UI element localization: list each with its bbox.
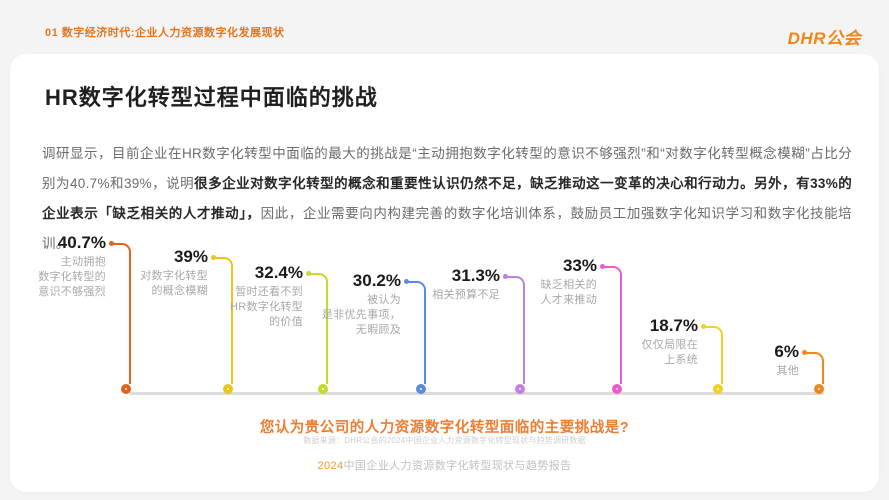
connector-line — [507, 276, 525, 384]
connector-line — [705, 326, 723, 384]
footer-year: 2024 — [317, 460, 344, 472]
challenge-description: 主动拥抱 数字化转型的 意识不够强烈 — [38, 256, 106, 298]
connector-line — [113, 243, 131, 384]
percent-label: 18.7% — [649, 316, 698, 335]
percent-label: 30.2% — [352, 271, 401, 290]
paragraph-segment: 因此，企业需要向内构建完善的数字化培训体系，鼓励员工加强数字化知识学习和数字化技… — [42, 206, 852, 251]
connector-dot — [306, 271, 311, 276]
percent-label: 33% — [562, 256, 597, 275]
percent-label: 39% — [173, 247, 208, 266]
axis-node — [416, 384, 426, 394]
connector-dot — [404, 279, 409, 284]
chart-axis-line — [129, 391, 824, 395]
connector-dot — [701, 324, 706, 329]
slide-card — [10, 54, 879, 492]
axis-node — [515, 384, 525, 394]
connector-line — [604, 266, 622, 384]
percent-label: 40.7% — [57, 233, 106, 252]
data-source-note: 数据来源：DHR公会的2024中国企业人力资源数字化转型现状与趋势调研数据 — [303, 436, 586, 445]
percent-label: 32.4% — [254, 263, 303, 282]
axis-node — [814, 384, 824, 394]
challenge-description: 相关预算不足 — [432, 289, 500, 301]
connector-dot — [503, 274, 508, 279]
axis-node — [612, 384, 622, 394]
summary-paragraph: 调研显示，目前企业在HR数字化转型中面临的最大的挑战是“主动拥抱数字化转型的意识… — [42, 139, 852, 259]
connector-dot — [211, 255, 216, 260]
challenge-description: 缺乏相关的 人才来推动 — [540, 279, 597, 306]
connector-dot — [802, 350, 807, 355]
axis-node — [713, 384, 723, 394]
challenge-description: 其他 — [776, 365, 799, 377]
connector-line — [310, 273, 328, 384]
challenge-description: 被认为 是非优先事项， 无暇顾及 — [321, 294, 401, 336]
axis-node — [318, 384, 328, 394]
paragraph-segment: 调研显示，目前企业在HR数字化转型中面临的最大的挑战是“主动拥抱数字化转型的意识… — [42, 146, 852, 191]
paragraph-bold-segment: 很多企业对数字化转型的概念和重要性认识仍然不足，缺乏推动这一变革的决心和行动力。… — [42, 176, 853, 221]
chart-question: 您认为贵公司的人力资源数字化转型面临的主要挑战是? — [259, 420, 630, 436]
challenge-description: 仅仅局限在 上系统 — [641, 339, 698, 366]
challenge-description: 暂时还看不到 HR数字化转型 的价值 — [230, 286, 303, 328]
section-kicker: 01 数字经济时代:企业人力资源数字化发展现状 — [45, 27, 285, 39]
footer-text: 中国企业人力资源数字化转型现状与趋势报告 — [343, 460, 572, 472]
percent-label: 6% — [774, 342, 799, 361]
connector-dot — [600, 264, 605, 269]
axis-node — [121, 384, 131, 394]
connector-line — [215, 257, 233, 384]
connector-line — [408, 281, 426, 384]
connector-line — [806, 352, 824, 384]
challenge-description: 对数字化转型 的概念模糊 — [140, 270, 208, 297]
page-title: HR数字化转型过程中面临的挑战 — [45, 85, 378, 110]
percent-label: 31.3% — [451, 266, 500, 285]
brand-logo: DHR公会 — [787, 29, 861, 48]
connector-dot — [109, 241, 114, 246]
report-footer: 2024中国企业人力资源数字化转型现状与趋势报告 — [0, 457, 889, 473]
axis-node — [223, 384, 233, 394]
